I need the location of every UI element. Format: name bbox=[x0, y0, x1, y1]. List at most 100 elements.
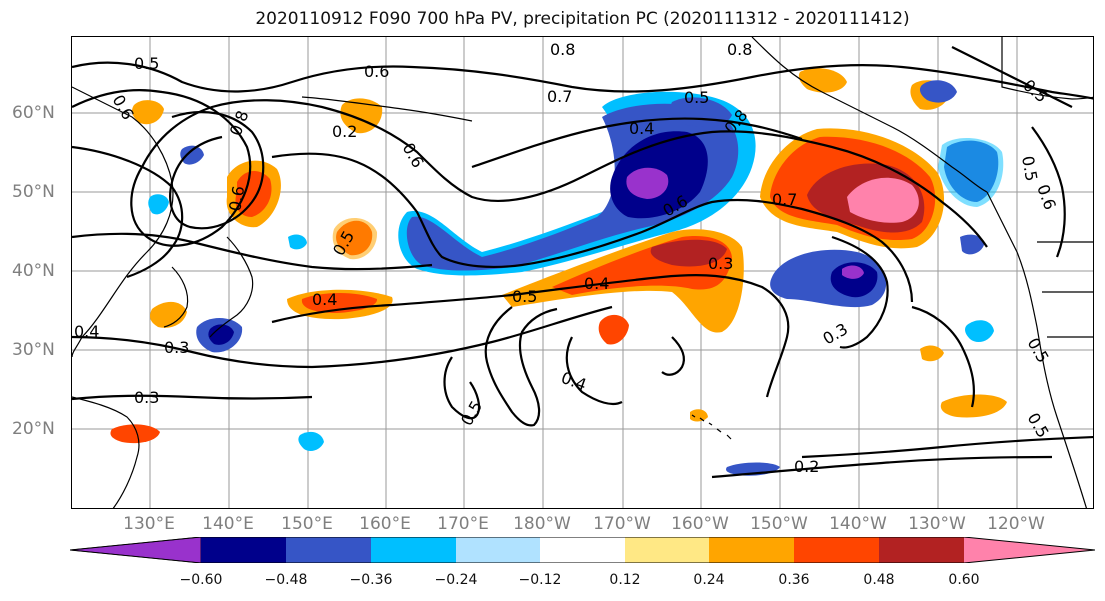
colorbar-tick-label: 0.24 bbox=[693, 572, 725, 588]
pv-contour-11 bbox=[443, 356, 481, 420]
contour-label: 0.2 bbox=[332, 122, 357, 141]
colorbar bbox=[70, 537, 1095, 563]
pv-contour-15 bbox=[711, 455, 1053, 479]
neg-cell-canada bbox=[919, 80, 957, 103]
pv-contour-17 bbox=[911, 305, 976, 408]
contour-label: 0.2 bbox=[794, 457, 819, 476]
colorbar-swatch-0 bbox=[70, 537, 202, 563]
colorbar-swatch-2 bbox=[286, 537, 371, 563]
lon-label-130w: 130°W bbox=[908, 514, 966, 534]
colorbar-tick-label: 0.60 bbox=[948, 572, 980, 588]
colorbar-tick-label: −0.60 bbox=[179, 572, 223, 588]
colorbar-swatch-4 bbox=[456, 537, 540, 563]
pos-cell-east-30 bbox=[920, 345, 944, 362]
colorbar-swatch-9 bbox=[879, 537, 964, 563]
lon-label-140w: 140°W bbox=[829, 514, 887, 534]
map-canvas: 0.5 0.6 0.8 0.6 0.8 0.7 0.5 0.4 0.2 0.6 … bbox=[72, 37, 1093, 508]
lon-label-160e: 160°E bbox=[359, 514, 411, 534]
lon-label-140e: 140°E bbox=[202, 514, 254, 534]
contour-label: 0.5 bbox=[1018, 154, 1041, 182]
pv-contour-6 bbox=[471, 117, 803, 169]
pv-contours bbox=[72, 46, 1093, 479]
pv-contour-1 bbox=[72, 61, 1093, 100]
contour-label: 0.5 bbox=[457, 397, 486, 429]
colorbar-tick-label: −0.36 bbox=[349, 572, 393, 588]
lat-label-30n: 30°N bbox=[12, 340, 55, 360]
lon-label-130e: 130°E bbox=[123, 514, 175, 534]
neg-ne-pacific-peak bbox=[842, 265, 864, 279]
colorbar-tick-label: 0.36 bbox=[778, 572, 810, 588]
contour-label: 0.4 bbox=[74, 322, 99, 341]
pos-band-dark bbox=[650, 239, 727, 267]
contour-label: 0.3 bbox=[134, 388, 159, 407]
pos-cell-kamchatka bbox=[132, 100, 164, 125]
colorbar-swatch-8 bbox=[794, 537, 879, 563]
neg-cell-east-light bbox=[938, 137, 1004, 207]
pos-cell-20n-west bbox=[110, 424, 160, 444]
colorbar-tick-label: −0.48 bbox=[264, 572, 308, 588]
lon-label-180w: 180°W bbox=[513, 514, 571, 534]
neg-cell-japan-n2 bbox=[180, 145, 204, 165]
pv-contour-4 bbox=[72, 145, 184, 279]
pv-contour-5 bbox=[271, 152, 914, 303]
contour-label: 0.6 bbox=[225, 184, 248, 212]
pv-contour-20 bbox=[951, 46, 1073, 108]
contour-label: 0.5 bbox=[684, 88, 709, 107]
pv-contour-18 bbox=[1031, 126, 1066, 258]
colorbar-swatch-1 bbox=[201, 537, 286, 563]
colorbar-swatch-3 bbox=[371, 537, 456, 563]
contour-label: 0.5 bbox=[1019, 76, 1051, 107]
pv-contour-2 bbox=[72, 89, 988, 248]
coast-korea bbox=[163, 266, 189, 328]
pos-cell-west-outer bbox=[332, 218, 378, 260]
pos-cell-south-jp bbox=[150, 301, 187, 328]
colorbar-tick-label: −0.24 bbox=[434, 572, 478, 588]
contour-label: 0.8 bbox=[550, 40, 575, 59]
neg-cell-japan-n bbox=[148, 194, 169, 215]
map-panel[interactable]: 0.5 0.6 0.8 0.6 0.8 0.7 0.5 0.4 0.2 0.6 … bbox=[71, 36, 1094, 509]
lon-label-120w: 120°W bbox=[987, 514, 1045, 534]
neg-band-peak bbox=[626, 167, 669, 199]
colorbar-swatch-6 bbox=[625, 537, 709, 563]
pv-contour-14 bbox=[801, 435, 1093, 459]
colorbar-swatch-5 bbox=[540, 537, 625, 563]
contour-label: 0.6 bbox=[1033, 182, 1060, 212]
contour-label: 0.4 bbox=[584, 274, 609, 293]
contour-label: 0.3 bbox=[164, 338, 189, 357]
neg-cell-west-coast-2 bbox=[960, 234, 984, 255]
pos-gulf-peak bbox=[847, 177, 919, 223]
contour-label: 0.5 bbox=[512, 287, 537, 306]
lon-label-170e: 170°E bbox=[437, 514, 489, 534]
coast-china-south bbox=[72, 396, 140, 508]
pv-contour-12 bbox=[72, 394, 313, 401]
pos-cell-170w bbox=[598, 314, 629, 345]
coast-hawaii bbox=[691, 414, 732, 440]
contour-label: 0.3 bbox=[708, 254, 733, 273]
coastlines bbox=[72, 37, 1093, 508]
neg-cell-west-coast bbox=[965, 320, 994, 343]
colorbar-tick-label: 0.48 bbox=[863, 572, 895, 588]
pv-contour-19 bbox=[661, 336, 686, 376]
contour-label: 0.4 bbox=[559, 368, 589, 395]
contour-label: 0.5 bbox=[1024, 410, 1053, 442]
colorbar-swatch-10 bbox=[964, 537, 1095, 563]
coast-alaska bbox=[751, 37, 988, 193]
pv-contour-13 bbox=[565, 336, 623, 406]
pos-cell-hawaii bbox=[690, 409, 708, 422]
contour-label: 0.3 bbox=[820, 319, 852, 348]
pos-cell-20n-east bbox=[940, 394, 1007, 418]
contour-label: 0.4 bbox=[629, 119, 654, 138]
coast-japan bbox=[209, 236, 254, 338]
coast-na-west bbox=[986, 191, 1088, 508]
contour-label: 0.6 bbox=[399, 140, 428, 172]
pos-cell-nw-sea bbox=[798, 68, 847, 93]
contour-label: 0.4 bbox=[312, 290, 337, 309]
pv-contour-9 bbox=[72, 305, 613, 369]
lon-label-160w: 160°W bbox=[671, 514, 729, 534]
contour-label: 0.5 bbox=[1024, 335, 1053, 367]
lat-label-60n: 60°N bbox=[12, 103, 55, 123]
contour-label: 0.8 bbox=[727, 40, 752, 59]
pv-contour-8 bbox=[271, 274, 790, 398]
lon-label-150w: 150°W bbox=[750, 514, 808, 534]
pv-contour-10 bbox=[484, 306, 558, 427]
